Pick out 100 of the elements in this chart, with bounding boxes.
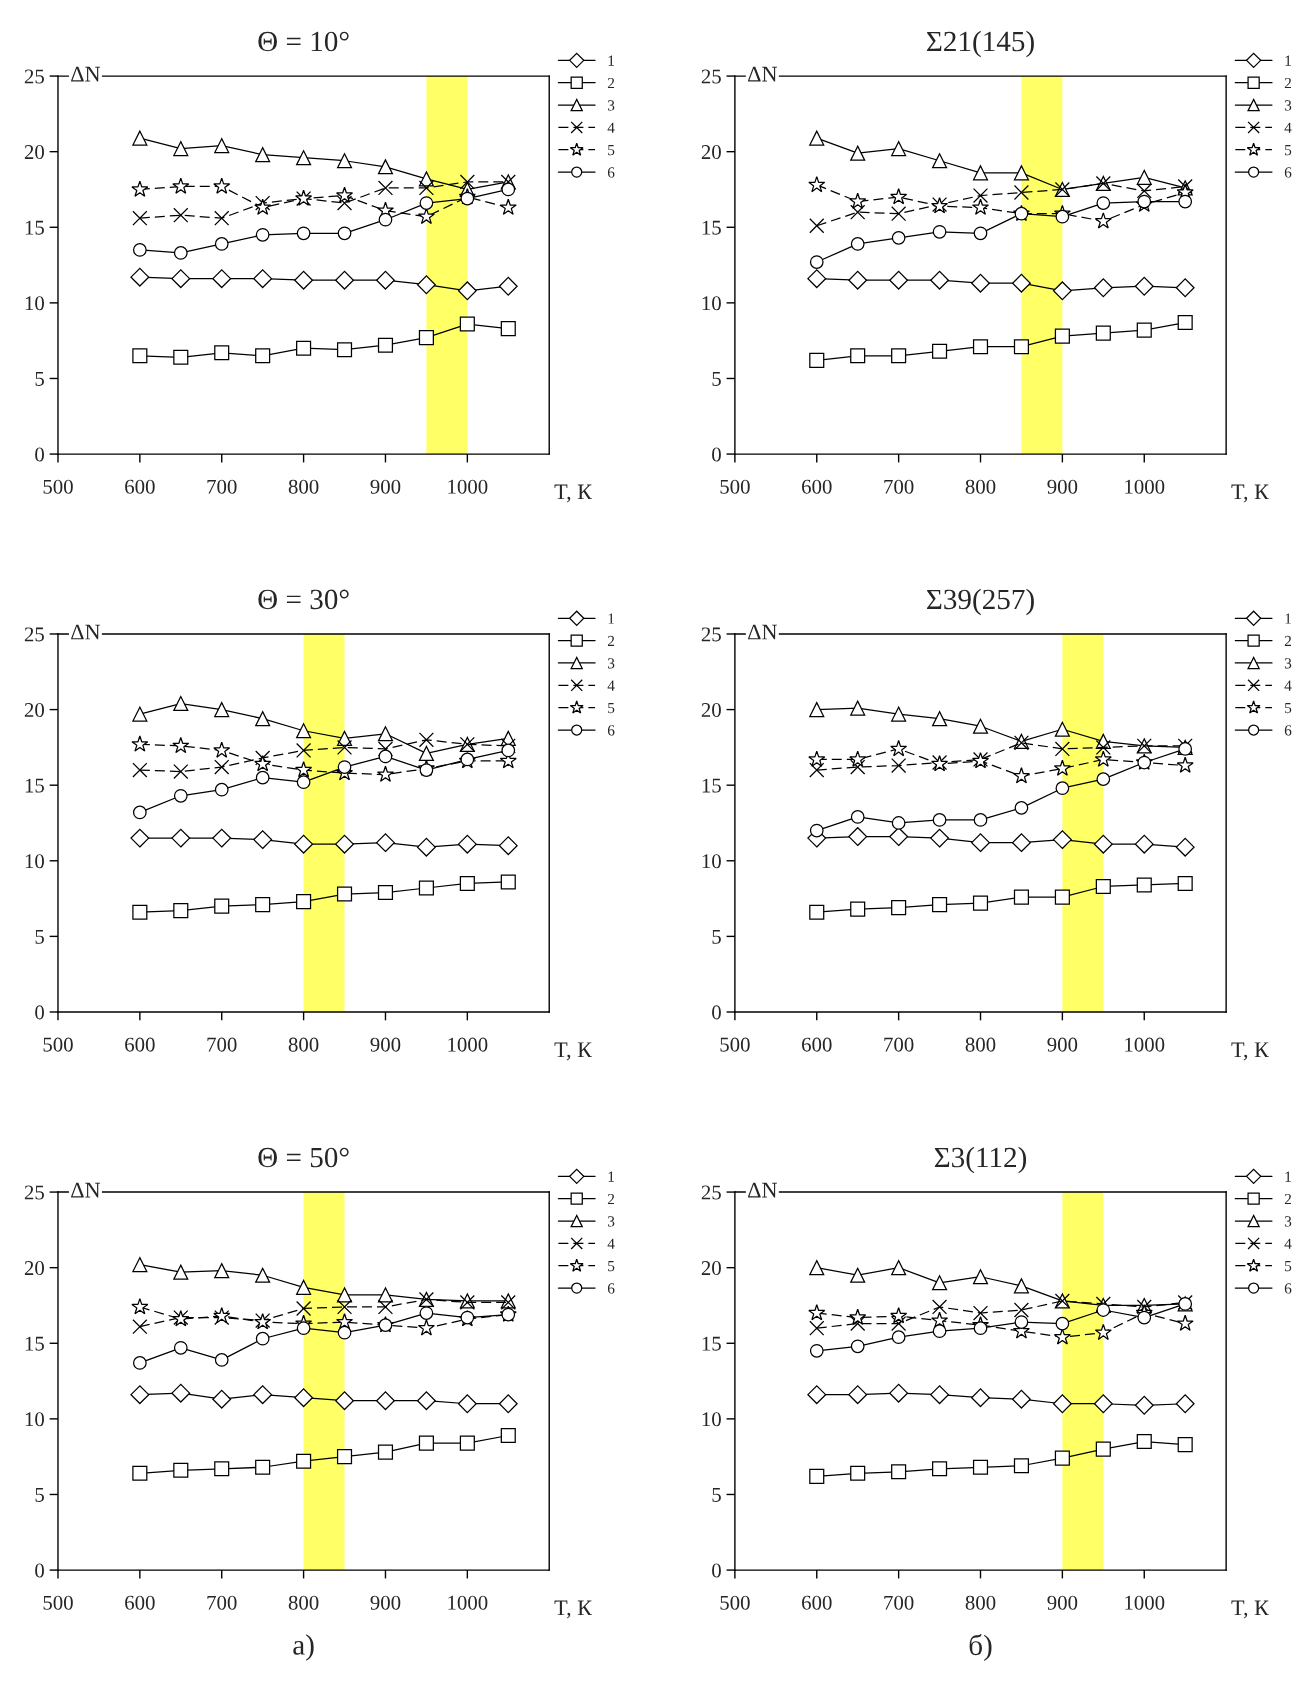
legend-label: 1 — [1285, 613, 1291, 624]
y-tick-label: 0 — [712, 1005, 721, 1020]
legend-label: 4 — [1284, 680, 1292, 691]
x-tick-label: 700 — [884, 1037, 914, 1052]
x-axis-title: T, К — [1231, 1042, 1269, 1061]
x-axis-title: T, К — [554, 1600, 593, 1619]
x-tick-label: 1000 — [1125, 1037, 1165, 1052]
y-tick-label: 20 — [24, 702, 44, 718]
y-tick-label: 15 — [25, 778, 44, 793]
legend-label: 4 — [607, 122, 615, 133]
x-tick-label: 500 — [720, 479, 750, 494]
x-axis-title: T, К — [554, 1042, 593, 1061]
y-tick-label: 0 — [35, 1563, 44, 1578]
y-tick-label: 25 — [701, 627, 721, 642]
legend-label: 4 — [1284, 1238, 1292, 1249]
y-tick-label: 20 — [24, 1261, 44, 1276]
legend-label: 3 — [608, 658, 615, 669]
legend-label: 6 — [607, 1283, 615, 1294]
chart-title: Θ = 30° — [258, 589, 349, 610]
legend-label: 2 — [1284, 77, 1291, 89]
legend-label: 1 — [608, 1171, 614, 1182]
y-tick-label: 10 — [25, 854, 44, 869]
legend-label: 2 — [1284, 635, 1291, 646]
chart-title: Σ21(145) — [926, 30, 1034, 58]
x-tick-label: 500 — [43, 1037, 73, 1052]
x-tick-label: 700 — [207, 1037, 237, 1052]
legend-label: 6 — [1284, 167, 1292, 178]
legend-label: 5 — [608, 1261, 615, 1272]
y-tick-label: 25 — [24, 69, 44, 84]
x-tick-label: 900 — [1047, 1037, 1078, 1052]
legend-label: 6 — [1284, 725, 1292, 736]
legend-label: 3 — [1284, 100, 1292, 111]
chart-title: Θ = 50° — [258, 1147, 349, 1168]
y-tick-label: 25 — [701, 69, 721, 84]
y-tick-label: 10 — [25, 296, 44, 311]
legend-label: 4 — [607, 1238, 615, 1249]
y-tick-label: 5 — [35, 372, 44, 386]
legend-label: 5 — [608, 145, 615, 156]
chart-title: Σ3(112) — [934, 1146, 1027, 1174]
legend-label: 3 — [608, 100, 615, 111]
legend-label: 5 — [1285, 145, 1292, 156]
x-tick-label: 1000 — [1125, 1595, 1165, 1610]
x-tick-label: 1000 — [448, 479, 488, 494]
y-axis-title: ΔN — [71, 66, 101, 82]
y-tick-label: 5 — [712, 372, 721, 386]
chart-title: Σ39(257) — [926, 588, 1034, 616]
legend-label: 2 — [607, 77, 615, 89]
x-tick-label: 600 — [125, 1037, 155, 1052]
x-tick-label: 600 — [125, 1595, 155, 1610]
legend-label: 4 — [1284, 122, 1292, 133]
y-axis-title: ΔN — [748, 66, 777, 82]
legend-label: 1 — [1285, 55, 1291, 66]
x-tick-label: 900 — [370, 479, 401, 494]
legend-label: 1 — [608, 55, 614, 66]
legend-label: 1 — [1285, 1171, 1291, 1182]
x-tick-label: 500 — [720, 1595, 750, 1610]
x-tick-label: 1000 — [448, 1037, 488, 1052]
y-tick-label: 5 — [712, 929, 721, 944]
y-tick-label: 0 — [712, 1563, 721, 1578]
y-tick-label: 20 — [701, 702, 721, 718]
text: б) — [969, 1634, 992, 1662]
legend-label: 3 — [1284, 1216, 1292, 1227]
y-tick-label: 25 — [24, 627, 44, 642]
y-tick-label: 25 — [701, 1185, 721, 1200]
legend-label: 6 — [1284, 1283, 1292, 1294]
y-tick-label: 5 — [712, 1488, 721, 1502]
x-tick-label: 1000 — [1125, 479, 1165, 494]
y-tick-label: 15 — [702, 778, 721, 793]
y-tick-label: 20 — [701, 145, 721, 160]
y-tick-label: 5 — [35, 1488, 44, 1502]
x-tick-label: 900 — [370, 1595, 401, 1610]
y-tick-label: 0 — [35, 1005, 44, 1020]
x-axis-title: T, К — [1231, 484, 1269, 503]
y-axis-title: ΔN — [71, 1182, 101, 1198]
legend-label: 5 — [1285, 703, 1292, 714]
y-tick-label: 15 — [25, 220, 44, 235]
y-tick-label: 10 — [702, 854, 721, 869]
legend-label: 1 — [608, 613, 614, 624]
legend-label: 3 — [1284, 658, 1292, 669]
text: а) — [293, 1634, 314, 1661]
y-tick-label: 15 — [25, 1336, 44, 1351]
x-tick-label: 600 — [802, 1595, 832, 1610]
x-tick-label: 500 — [43, 1595, 73, 1610]
legend-label: 4 — [607, 680, 615, 691]
x-tick-label: 700 — [884, 479, 914, 494]
x-tick-label: 800 — [965, 1595, 996, 1610]
x-tick-label: 700 — [207, 1595, 237, 1610]
y-tick-label: 10 — [702, 296, 721, 311]
x-tick-label: 600 — [802, 1037, 832, 1052]
y-tick-label: 0 — [35, 447, 44, 462]
x-tick-label: 600 — [125, 479, 155, 494]
x-tick-label: 800 — [288, 479, 319, 494]
y-tick-label: 10 — [702, 1412, 721, 1427]
x-tick-label: 800 — [965, 479, 996, 494]
y-axis-title: ΔN — [748, 1182, 777, 1198]
y-axis-title: ΔN — [71, 624, 101, 640]
legend-label: 6 — [607, 725, 615, 736]
x-tick-label: 800 — [288, 1037, 319, 1052]
y-tick-label: 20 — [24, 145, 44, 160]
legend-label: 3 — [608, 1216, 615, 1227]
